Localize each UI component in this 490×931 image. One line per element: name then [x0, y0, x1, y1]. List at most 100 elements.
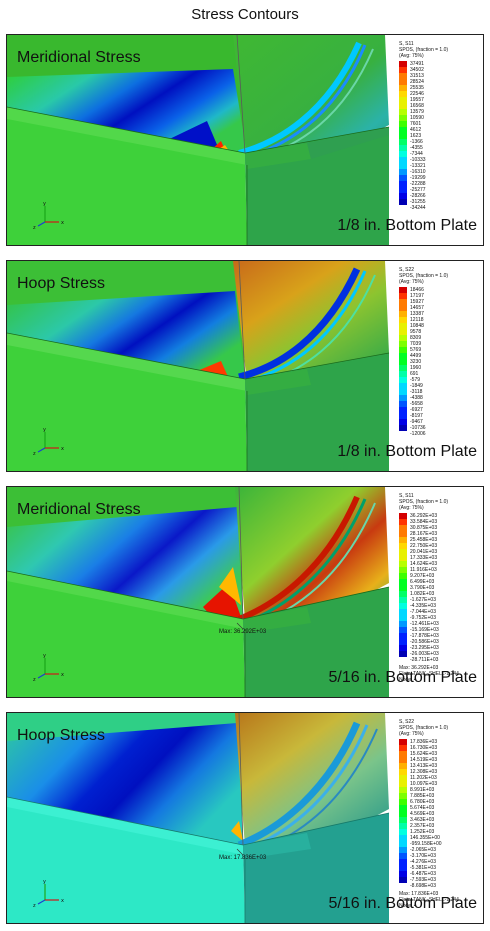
legend-value: 37491: [410, 61, 424, 67]
legend-swatch: [399, 169, 407, 175]
legend-value: 7039: [410, 341, 422, 347]
svg-text:z: z: [33, 451, 36, 456]
legend-swatch: [399, 567, 407, 573]
legend-swatch: [399, 585, 407, 591]
color-legend: S, S22 SPOS, (fraction = 1.0) (Avg: 75%)…: [399, 267, 483, 437]
legend-swatch: [399, 347, 407, 353]
legend-swatch: [399, 751, 407, 757]
legend-spos: SPOS, (fraction = 1.0): [399, 725, 449, 731]
legend-value: 30.875E+03: [410, 525, 438, 531]
svg-text:y: y: [43, 427, 46, 433]
legend-value: -26.003E+03: [410, 651, 439, 657]
legend-swatch: [399, 61, 407, 67]
legend-value: 14.624E+03: [410, 561, 438, 567]
legend-header: S, S22 SPOS, (fraction = 1.0) (Avg: 75%): [399, 719, 483, 737]
legend-footer-line: Max: 36.292E+03: [399, 665, 439, 671]
legend-variable: S, S22: [399, 267, 415, 273]
legend-value: 2.357E+03: [410, 823, 435, 829]
legend-swatch: [399, 97, 407, 103]
axis-triad-icon: y x z: [33, 879, 64, 908]
legend-spos: SPOS, (fraction = 1.0): [399, 47, 449, 53]
legend-swatch: [399, 383, 407, 389]
legend-swatch: [399, 871, 407, 877]
legend-header: S, S11 SPOS, (fraction = 1.0) (Avg: 75%): [399, 41, 483, 59]
legend-value: 4.569E+03: [410, 811, 435, 817]
legend-value: -9467: [410, 419, 423, 425]
legend-swatch: [399, 293, 407, 299]
legend-value: -8197: [410, 413, 423, 419]
max-value-label: Max: 17.836E+03: [219, 855, 267, 861]
legend-value: 10.097E+03: [410, 781, 438, 787]
max-value-label: Max: 36.292E+03: [219, 629, 267, 635]
legend-swatch: [399, 127, 407, 133]
legend-swatch: [399, 407, 407, 413]
legend-value: 6.780E+03: [410, 799, 435, 805]
legend-value: -3.170E+03: [410, 853, 436, 859]
legend-value: 11.202E+03: [410, 775, 437, 781]
legend-value: 8309: [410, 335, 422, 341]
color-legend: S, S22 SPOS, (fraction = 1.0) (Avg: 75%)…: [399, 719, 483, 909]
legend-values: 17.836E+03 16.730E+03 15.624E+03 14.519E…: [410, 739, 442, 889]
legend-swatch: [399, 877, 407, 883]
legend-value: 28.167E+03: [410, 531, 438, 537]
legend-swatch: [399, 811, 407, 817]
legend-value: 13579: [410, 109, 424, 115]
legend-swatch: [399, 513, 407, 519]
legend-value: 22546: [410, 91, 424, 97]
legend-value: -579: [410, 377, 421, 383]
legend-swatch: [399, 305, 407, 311]
legend-value: -10736: [410, 425, 426, 431]
legend-value: 1.252E+03: [410, 829, 435, 835]
legend-value: -13321: [410, 163, 426, 169]
legend-value: 4499: [410, 353, 422, 359]
legend-swatch: [399, 591, 407, 597]
legend-value: 14657: [410, 305, 424, 311]
legend-value: -15.169E+03: [410, 627, 439, 633]
axis-triad-icon: y x z: [33, 653, 64, 682]
legend-swatch: [399, 103, 407, 109]
legend-value: 17.333E+03: [410, 555, 438, 561]
legend-swatch: [399, 109, 407, 115]
legend-swatch: [399, 739, 407, 745]
legend-header: S, S22 SPOS, (fraction = 1.0) (Avg: 75%): [399, 267, 483, 285]
legend-variable: S, S22: [399, 719, 415, 725]
legend-value: 7601: [410, 121, 422, 127]
legend-swatch: [399, 841, 407, 847]
legend-swatch: [399, 853, 407, 859]
legend-swatch: [399, 193, 407, 199]
svg-text:z: z: [33, 225, 36, 230]
legend-value: -25277: [410, 187, 426, 193]
legend-swatch: [399, 419, 407, 425]
legend-footer-line: Node: 4: [399, 903, 417, 909]
legend-value: -16310: [410, 169, 426, 175]
legend-footer-line: Max: 17.836E+03: [399, 891, 439, 897]
legend-swatch: [399, 745, 407, 751]
legend-swatch: [399, 763, 407, 769]
legend-swatch: [399, 615, 407, 621]
legend-value: -7.593E+03: [410, 877, 436, 883]
legend-swatch: [399, 359, 407, 365]
legend-value: 1960: [410, 365, 422, 371]
legend-value: 22.750E+03: [410, 543, 438, 549]
legend-values: 37491 34502 31513 28524 25535 22546 1955…: [410, 61, 426, 211]
legend-swatch: [399, 847, 407, 853]
axis-triad-icon: y x z: [33, 201, 64, 230]
legend-value: 17.836E+03: [410, 739, 438, 745]
legend-swatch: [399, 401, 407, 407]
legend-color-bar: [399, 61, 407, 211]
legend-value: 18466: [410, 287, 424, 293]
legend-swatch: [399, 335, 407, 341]
legend-values: 18466 17197 15927 14657 13387 12118 1084…: [410, 287, 426, 437]
legend-avg: (Avg: 75%): [399, 53, 424, 59]
legend-footer: Max: 17.836E+03 Elem: TANK_SHELL-1.244 N…: [399, 891, 483, 909]
legend-swatch: [399, 645, 407, 651]
color-legend: S, S11 SPOS, (fraction = 1.0) (Avg: 75%)…: [399, 41, 483, 211]
legend-value: 146.355E+00: [410, 835, 440, 841]
svg-text:x: x: [61, 446, 64, 452]
legend-value: 691: [410, 371, 419, 377]
legend-swatch: [399, 793, 407, 799]
legend-value: 36.292E+03: [410, 513, 438, 519]
legend-value: 14.519E+03: [410, 757, 438, 763]
legend-value: -20.586E+03: [410, 639, 439, 645]
legend-value: -5658: [410, 401, 423, 407]
